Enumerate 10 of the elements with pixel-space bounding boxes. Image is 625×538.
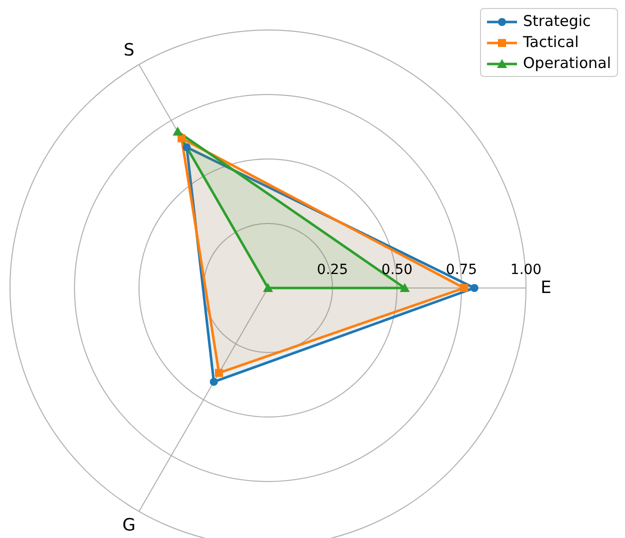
legend-label: Strategic xyxy=(522,11,591,32)
spoke-label: G xyxy=(122,515,136,536)
y-tick-label: 0.25 xyxy=(316,262,348,278)
legend-label: Tactical xyxy=(522,32,579,53)
y-tick-label: 0.50 xyxy=(381,262,413,278)
y-tick-label: 0.75 xyxy=(446,262,478,278)
y-tick-label: 1.00 xyxy=(510,262,542,278)
legend-label: Operational xyxy=(522,53,611,74)
spoke-label: S xyxy=(124,40,134,61)
spoke-label: E xyxy=(540,278,552,298)
